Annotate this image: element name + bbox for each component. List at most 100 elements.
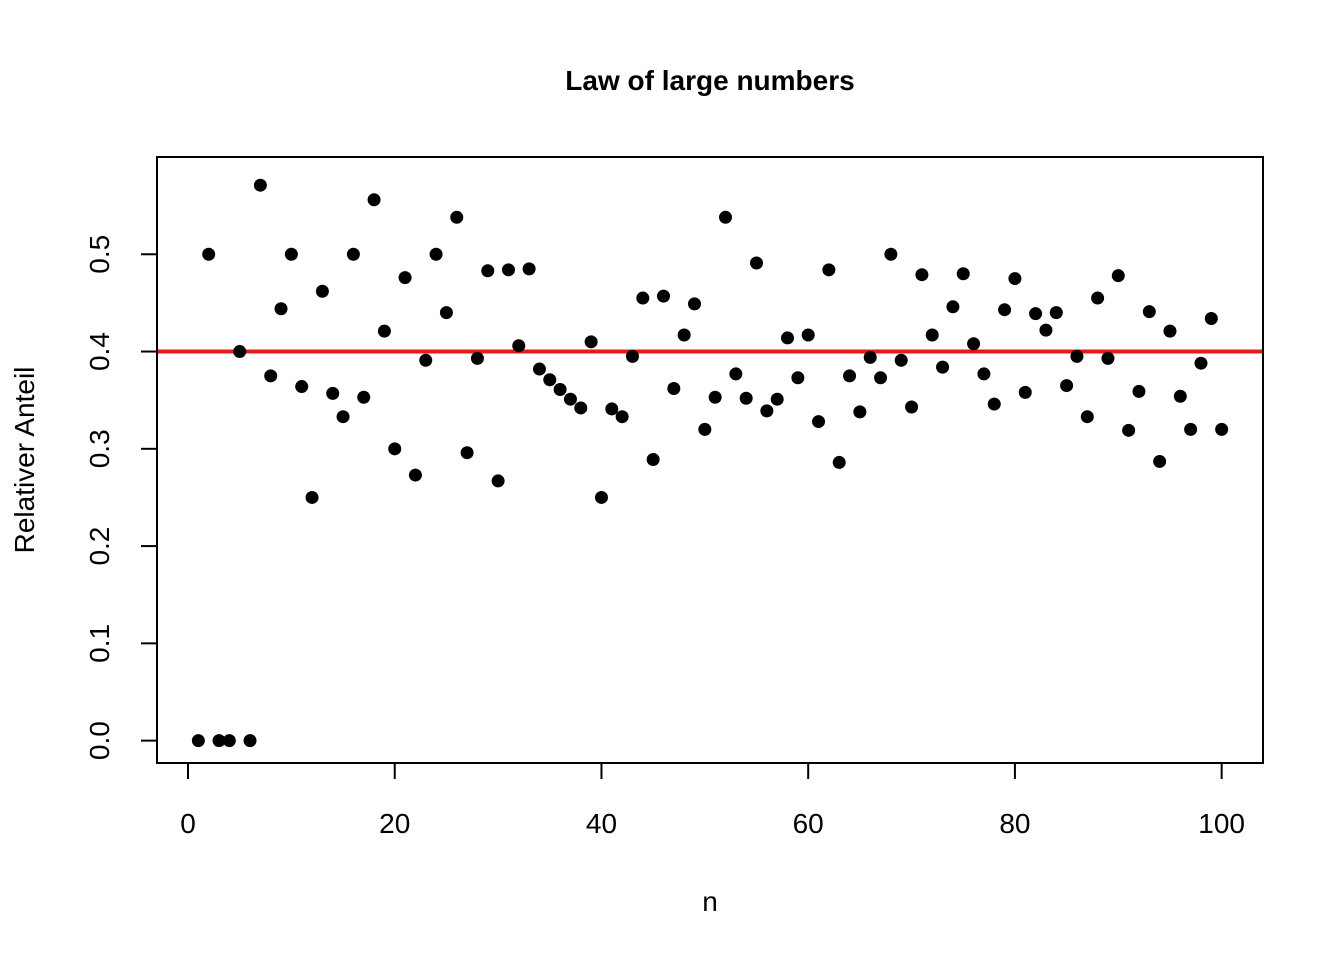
x-tick-label: 60 xyxy=(793,808,824,839)
data-point xyxy=(336,410,350,424)
data-point xyxy=(884,247,898,261)
data-point xyxy=(687,297,701,311)
data-point xyxy=(719,210,733,224)
data-point xyxy=(832,455,846,469)
data-point xyxy=(450,210,464,224)
data-point xyxy=(222,734,236,748)
data-point xyxy=(1142,305,1156,319)
data-point xyxy=(615,410,629,424)
data-point xyxy=(326,386,340,400)
data-point xyxy=(563,392,577,406)
data-point xyxy=(233,345,247,359)
data-point xyxy=(212,734,226,748)
data-point xyxy=(1091,291,1105,305)
y-tick-label: 0.3 xyxy=(84,429,115,468)
data-point xyxy=(543,373,557,387)
data-point xyxy=(1101,351,1115,365)
data-point xyxy=(264,369,278,383)
data-point xyxy=(1153,454,1167,468)
y-tick-label: 0.5 xyxy=(84,235,115,274)
data-point xyxy=(501,263,515,277)
data-point xyxy=(357,390,371,404)
plot-frame xyxy=(156,156,1264,764)
data-point xyxy=(377,324,391,338)
x-tick-label: 0 xyxy=(180,808,196,839)
data-point xyxy=(243,734,257,748)
data-point xyxy=(491,474,505,488)
x-tick-label: 80 xyxy=(999,808,1030,839)
data-point xyxy=(843,369,857,383)
data-point xyxy=(1194,356,1208,370)
data-point xyxy=(729,367,743,381)
data-point xyxy=(305,490,319,504)
y-tick-label: 0.0 xyxy=(84,721,115,760)
data-point xyxy=(481,264,495,278)
data-point xyxy=(460,446,474,460)
data-point xyxy=(770,392,784,406)
data-point xyxy=(584,335,598,349)
data-point xyxy=(1039,323,1053,337)
data-point xyxy=(470,351,484,365)
data-point xyxy=(791,371,805,385)
x-tick-label: 100 xyxy=(1198,808,1245,839)
data-point xyxy=(936,360,950,374)
data-point xyxy=(1070,349,1084,363)
data-point xyxy=(667,382,681,396)
data-point xyxy=(315,284,329,298)
data-point xyxy=(750,256,764,270)
data-point xyxy=(853,405,867,419)
data-point xyxy=(522,262,536,276)
data-point xyxy=(1132,384,1146,398)
x-axis: 0 20 40 60 80 100 xyxy=(180,762,1245,839)
data-point xyxy=(408,468,422,482)
data-point xyxy=(398,271,412,285)
data-point xyxy=(532,362,546,376)
data-point xyxy=(739,391,753,405)
data-point xyxy=(429,247,443,261)
data-point xyxy=(1163,324,1177,338)
data-point xyxy=(874,371,888,385)
data-point xyxy=(1080,410,1094,424)
data-point xyxy=(905,400,919,414)
data-point xyxy=(295,380,309,394)
data-points xyxy=(191,178,1229,748)
data-point xyxy=(1184,422,1198,436)
data-point xyxy=(646,453,660,467)
data-point xyxy=(925,328,939,342)
y-axis: 0.0 0.1 0.2 0.3 0.4 0.5 xyxy=(84,235,158,760)
data-point xyxy=(605,402,619,416)
data-point xyxy=(274,302,288,316)
data-point xyxy=(512,339,526,353)
data-point xyxy=(1111,269,1125,283)
data-point xyxy=(946,300,960,314)
data-point xyxy=(574,401,588,415)
data-point xyxy=(253,178,267,192)
x-axis-title: n xyxy=(702,886,718,917)
data-point xyxy=(388,442,402,456)
data-point xyxy=(625,349,639,363)
y-tick-label: 0.1 xyxy=(84,624,115,663)
data-point xyxy=(998,303,1012,317)
y-tick-label: 0.4 xyxy=(84,332,115,371)
x-tick-label: 20 xyxy=(379,808,410,839)
data-point xyxy=(1049,306,1063,320)
data-point xyxy=(594,490,608,504)
data-point xyxy=(677,328,691,342)
data-point xyxy=(894,353,908,367)
data-point xyxy=(1008,272,1022,286)
data-point xyxy=(202,247,216,261)
data-point xyxy=(1018,385,1032,399)
data-point xyxy=(1215,422,1229,436)
data-point xyxy=(191,734,205,748)
data-point xyxy=(553,382,567,396)
data-point xyxy=(656,289,670,303)
data-point xyxy=(812,415,826,429)
data-point xyxy=(956,267,970,281)
data-point xyxy=(822,263,836,277)
y-axis-title: Relativer Anteil xyxy=(9,367,40,554)
data-point xyxy=(708,390,722,404)
data-point xyxy=(1173,389,1187,403)
data-point xyxy=(760,404,774,418)
data-point xyxy=(863,350,877,364)
